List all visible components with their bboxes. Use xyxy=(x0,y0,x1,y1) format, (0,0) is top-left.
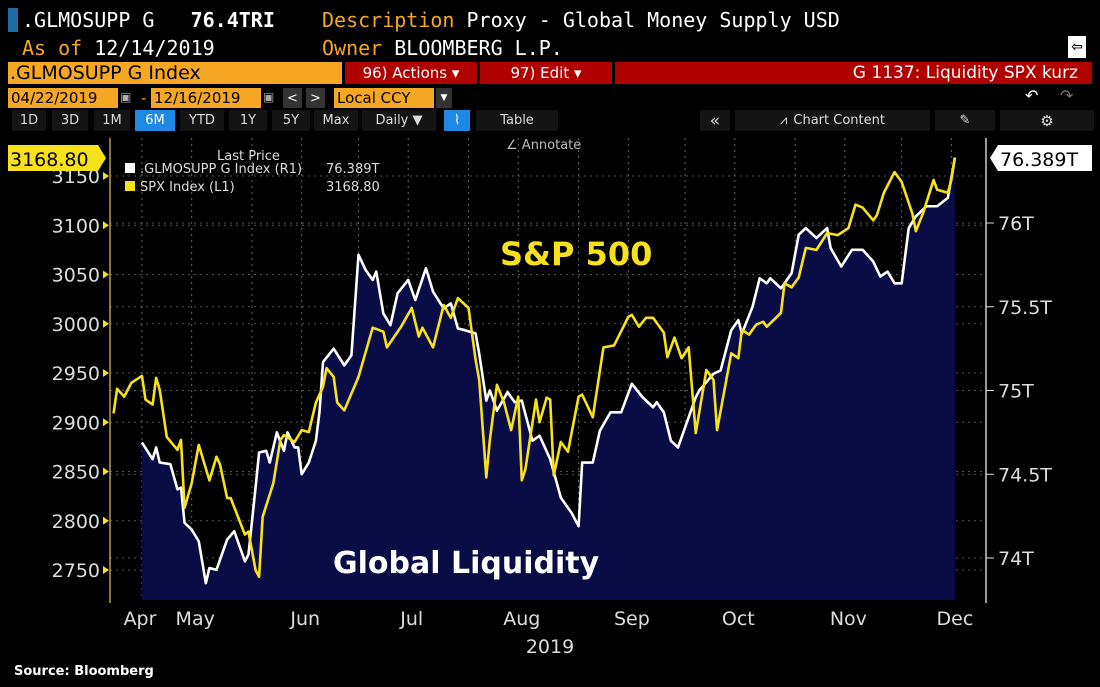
as-of: As of 12/14/2019 xyxy=(22,36,215,60)
currency-select[interactable]: Local CCY xyxy=(334,88,434,108)
annotation-global-liquidity: Global Liquidity xyxy=(333,546,600,581)
left-tick-label: 2950 xyxy=(52,363,100,385)
currency-dropdown-icon[interactable]: ▼ xyxy=(436,88,452,108)
tab-5y[interactable]: 5Y xyxy=(272,110,310,131)
left-tick-mark xyxy=(103,369,109,377)
right-tick-label: 76T xyxy=(998,213,1034,235)
collapse-button[interactable]: « xyxy=(700,110,730,131)
description-value: Proxy - Global Money Supply USD xyxy=(466,8,840,32)
undo-icon[interactable]: ↶ xyxy=(1025,86,1039,105)
left-tick-mark xyxy=(103,467,109,476)
annotate-button[interactable]: ∠ Annotate xyxy=(506,138,581,153)
ticker: .GLMOSUPP G xyxy=(22,8,155,32)
chart-name-bar: G 1137: Liquidity SPX kurz xyxy=(615,62,1092,84)
actions-button[interactable]: 96) Actions ▾ xyxy=(345,62,477,84)
left-tick-mark xyxy=(103,516,109,525)
edit-chart-icon[interactable]: ✎ xyxy=(935,110,995,131)
source-label: Source: Bloomberg xyxy=(14,664,154,679)
legend-value-spx: 3168.80 xyxy=(326,180,380,195)
tab-1y[interactable]: 1Y xyxy=(229,110,267,131)
left-tick-mark xyxy=(103,566,109,574)
security-color-marker xyxy=(8,8,18,32)
left-tick-label: 2750 xyxy=(52,560,100,582)
left-tick-label: 3150 xyxy=(52,166,100,188)
left-tick-label: 3100 xyxy=(52,215,100,237)
security-field[interactable]: .GLMOSUPP G Index xyxy=(8,62,342,84)
legend-title: Last Price xyxy=(217,149,280,164)
chart-content-icon: ⩘ xyxy=(780,113,788,128)
edit-button[interactable]: 97) Edit ▾ xyxy=(480,62,612,84)
description: Description Proxy - Global Money Supply … xyxy=(322,8,840,32)
spx-last-price-label: 3168.80 xyxy=(10,149,89,171)
date-separator: - xyxy=(141,89,147,107)
x-tick-label: Aug xyxy=(503,608,540,630)
x-tick-label: Nov xyxy=(830,608,867,630)
tab-3d[interactable]: 3D xyxy=(52,110,88,131)
left-tick-mark xyxy=(103,221,109,230)
calendar-icon[interactable]: ▣ xyxy=(120,90,132,104)
tab-6m[interactable]: 6M xyxy=(135,110,175,131)
owner-value: BLOOMBERG L.P. xyxy=(394,36,563,60)
legend-swatch-liquidity xyxy=(125,163,135,173)
legend-entry-liquidity: .GLMOSUPP G Index (R1) xyxy=(140,162,302,177)
spx-last-price-tag xyxy=(8,145,106,171)
right-tick-label: 74.5T xyxy=(998,464,1052,486)
export-icon[interactable]: ⇦ xyxy=(1068,36,1086,58)
tab-max[interactable]: Max xyxy=(314,110,358,131)
left-tick-mark xyxy=(103,270,109,279)
calendar-icon[interactable]: ▣ xyxy=(263,90,275,104)
right-tick-label: 75.5T xyxy=(998,297,1052,319)
owner: Owner BLOOMBERG L.P. xyxy=(322,36,563,60)
liquidity-last-price-tag xyxy=(990,145,1092,171)
right-tick-label: 74T xyxy=(998,548,1034,570)
as-of-label: As of xyxy=(22,36,83,60)
x-tick-label: Dec xyxy=(937,608,974,630)
x-tick-label: Sep xyxy=(614,608,650,630)
x-tick-label: Jul xyxy=(399,608,423,630)
tab-1d[interactable]: 1D xyxy=(12,110,46,131)
left-tick-label: 2800 xyxy=(52,511,100,533)
next-period-button[interactable]: > xyxy=(306,88,325,108)
x-tick-label: May xyxy=(176,608,215,630)
x-tick-label: Jun xyxy=(289,608,320,630)
chart-content-button[interactable]: ⩘ Chart Content xyxy=(735,110,930,131)
end-date-input[interactable]: 12/16/2019 xyxy=(151,88,261,108)
left-tick-label: 2900 xyxy=(52,412,100,434)
liquidity-last-price-label: 76.389T xyxy=(1000,149,1078,171)
tab-ytd[interactable]: YTD xyxy=(180,110,224,131)
left-tick-mark xyxy=(103,172,109,180)
settings-gear-icon[interactable]: ⚙ xyxy=(1000,110,1094,131)
annotation-sp500: S&P 500 xyxy=(500,235,652,273)
line-chart-icon[interactable]: ⌇ xyxy=(444,110,470,131)
ticker-value: 76.4TRI xyxy=(190,8,275,32)
description-label: Description xyxy=(322,8,455,32)
legend-entry-spx: SPX Index (L1) xyxy=(140,180,235,195)
header-line-1: .GLMOSUPP G 76.4TRI xyxy=(22,8,275,32)
x-axis-label: 2019 xyxy=(526,636,574,658)
start-date-input[interactable]: 04/22/2019 xyxy=(8,88,118,108)
left-tick-label: 3000 xyxy=(52,314,100,336)
spx-line xyxy=(112,157,957,579)
left-tick-label: 3050 xyxy=(52,265,100,287)
left-tick-mark xyxy=(103,319,109,328)
as-of-date: 12/14/2019 xyxy=(94,36,215,60)
legend-value-liquidity: 76.389T xyxy=(326,162,379,177)
previous-period-button[interactable]: < xyxy=(283,88,302,108)
x-tick-label: Oct xyxy=(722,608,755,630)
left-tick-mark xyxy=(103,418,109,427)
liquidity-area-fill xyxy=(141,157,955,600)
redo-icon[interactable]: ↷ xyxy=(1060,86,1074,105)
right-tick-label: 75T xyxy=(998,381,1034,403)
tab-1m[interactable]: 1M xyxy=(94,110,130,131)
left-tick-label: 2850 xyxy=(52,462,100,484)
x-tick-label: Apr xyxy=(124,608,157,630)
chart-content-label: Chart Content xyxy=(793,113,885,128)
table-button[interactable]: Table xyxy=(476,110,558,131)
legend-swatch-spx xyxy=(125,181,135,191)
owner-label: Owner xyxy=(322,36,383,60)
frequency-dropdown[interactable]: Daily ▼ xyxy=(362,110,436,131)
